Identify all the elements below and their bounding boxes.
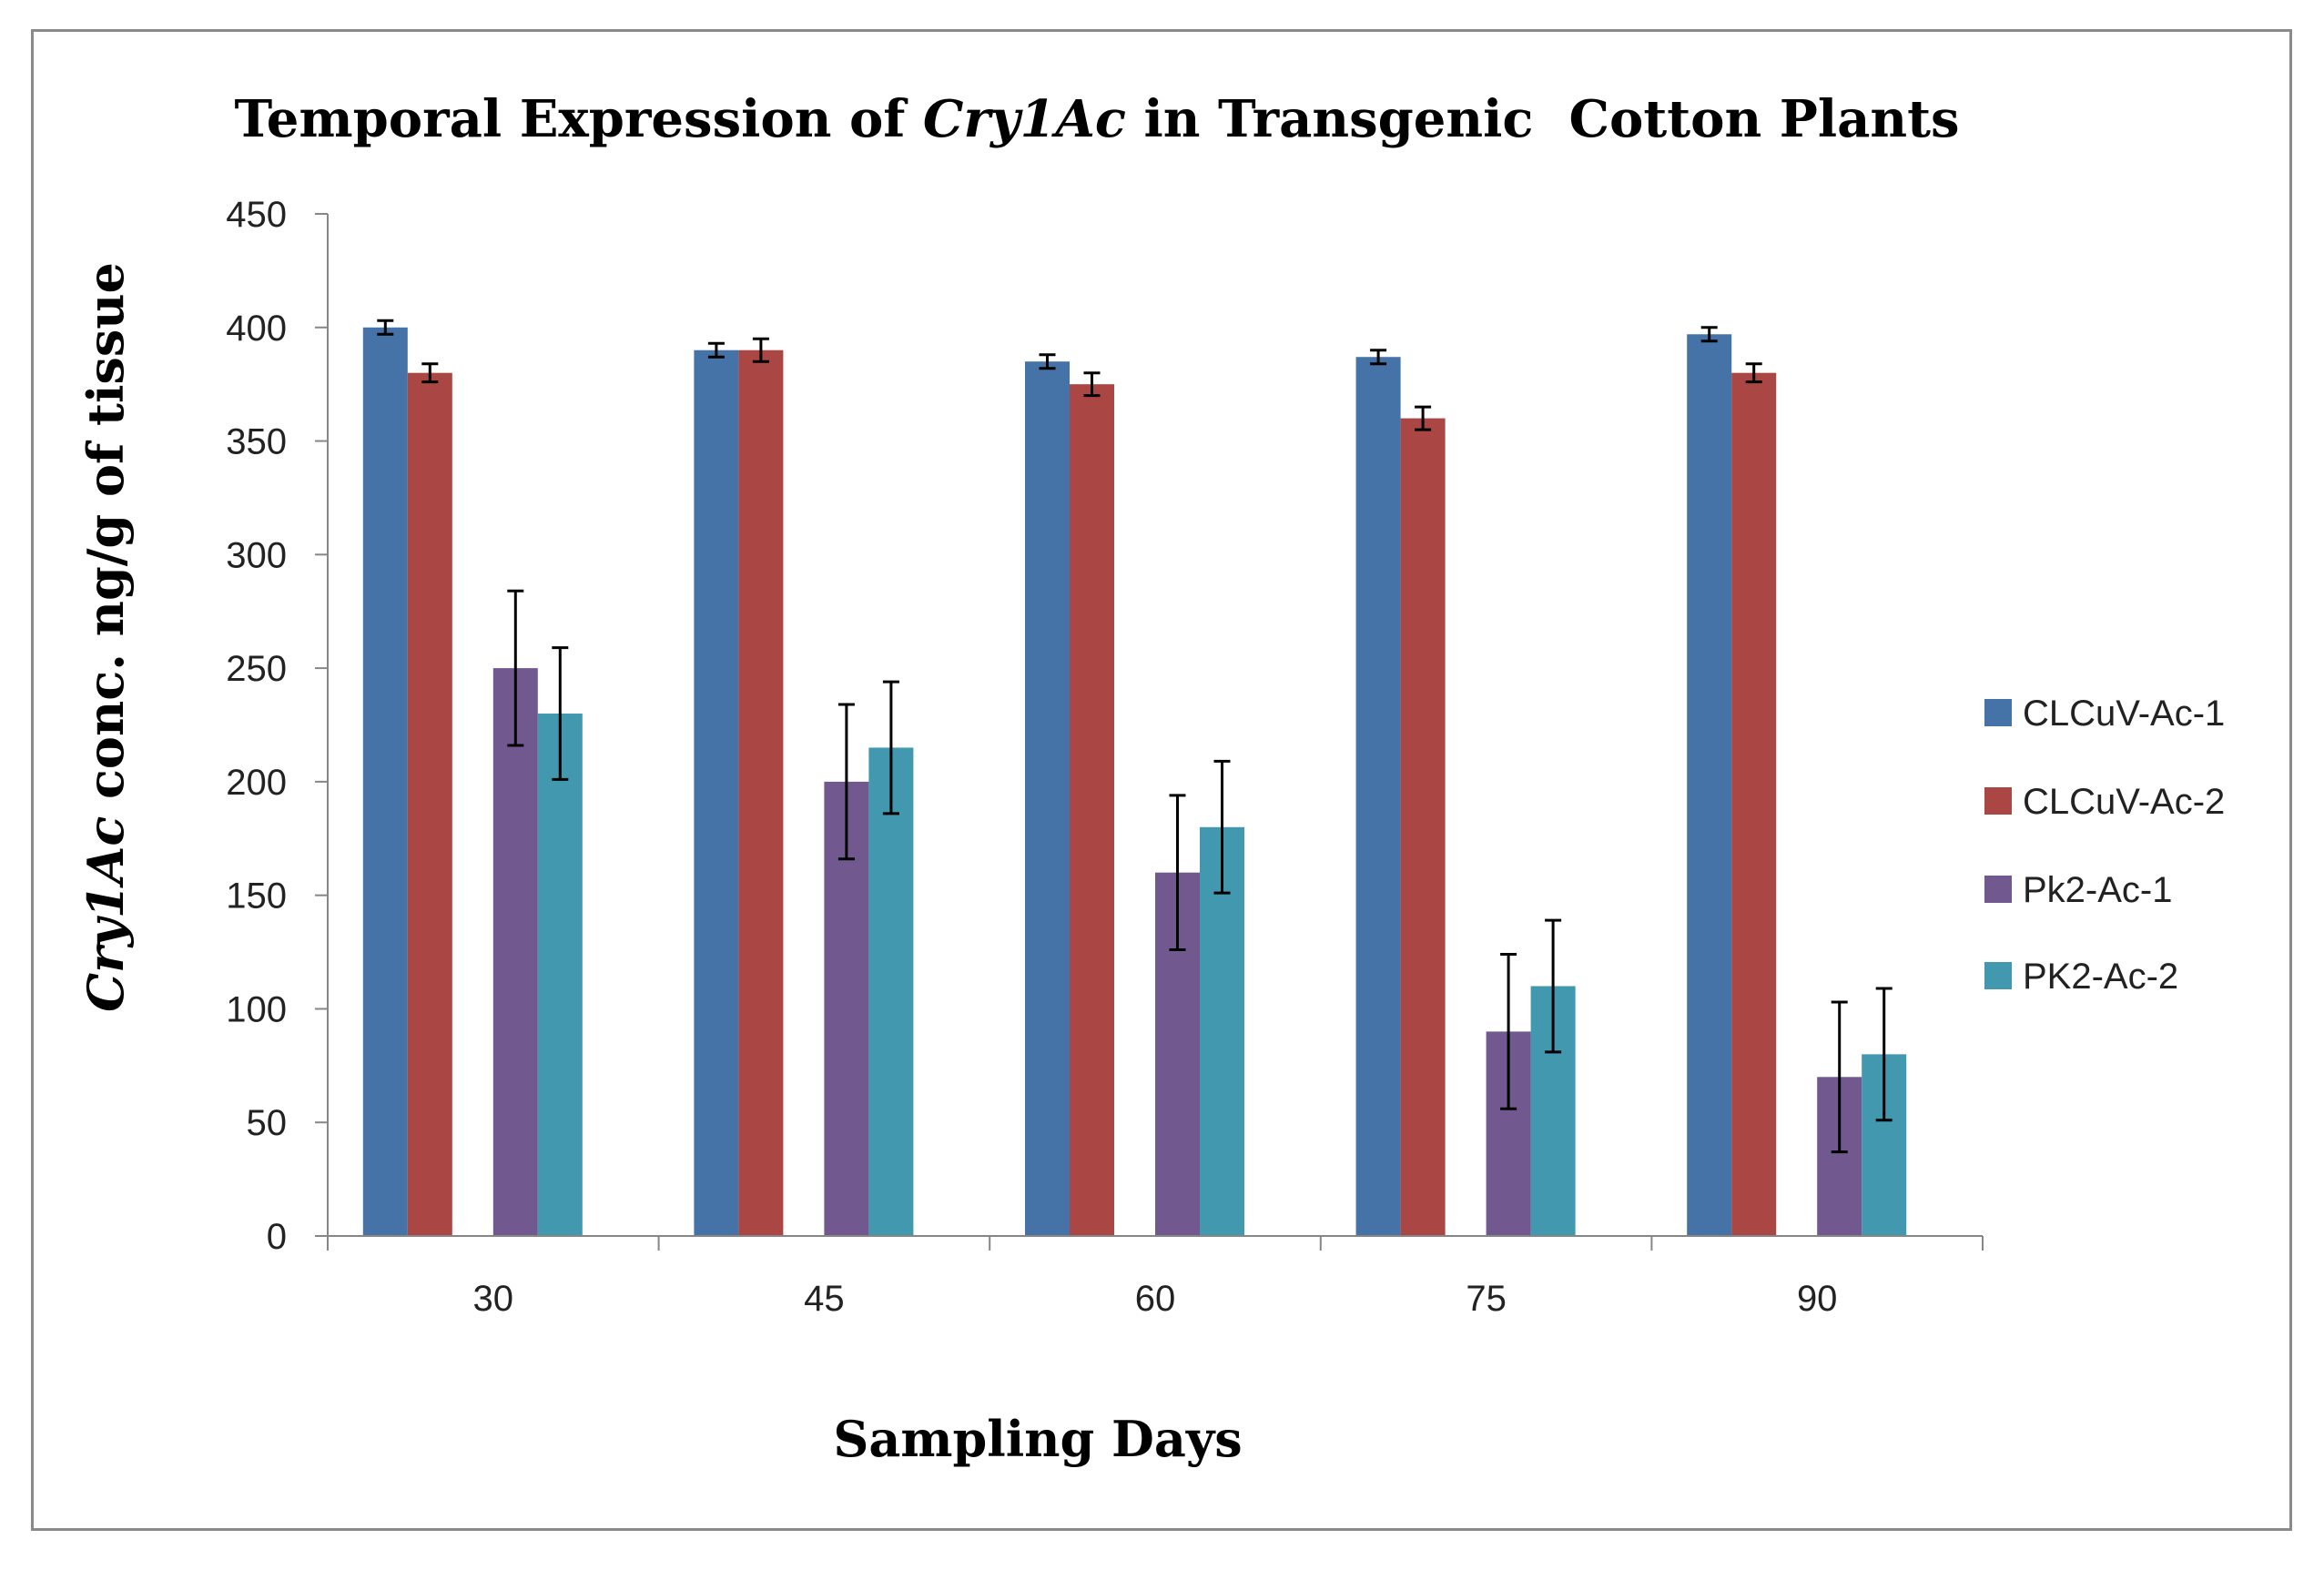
bar [1070,384,1114,1237]
x-axis-title: Sampling Days [833,1410,1242,1468]
x-tick-label: 30 [473,1279,514,1319]
bar [407,372,452,1236]
bar [694,349,739,1236]
legend-label: PK2-Ac-2 [2023,957,2178,997]
y-tick-label: 250 [226,649,287,689]
x-tick-label: 45 [804,1279,845,1319]
y-tick-label: 0 [267,1217,287,1257]
y-tick-label: 50 [247,1103,288,1143]
legend-swatch [1984,876,2012,903]
bar [1731,372,1777,1236]
bar [362,327,408,1236]
bar [1025,361,1070,1236]
legend-label: Pk2-Ac-1 [2023,870,2173,910]
y-tick-label: 100 [226,989,287,1029]
y-axis: 0 50 100 150 200 250 300 350 400 450 [226,195,329,1257]
bar [1687,334,1732,1237]
bar [1400,418,1446,1237]
bar-series [362,319,1907,1237]
bar [1355,357,1401,1237]
x-axis: 30 45 60 75 90 [327,1235,1984,1319]
y-tick-label: 150 [226,876,287,917]
bar [537,714,583,1236]
legend: CLCuV-Ac-1 CLCuV-Ac-2 Pk2-Ac-1 PK2-Ac-2 [1984,694,2225,997]
x-tick-label: 90 [1797,1279,1838,1319]
bar [1200,826,1244,1236]
bar [868,747,914,1236]
y-tick-label: 400 [226,309,287,349]
legend-swatch [1984,962,2012,989]
legend-swatch [1984,699,2012,726]
legend-swatch [1984,787,2012,815]
y-axis-title: Cry1Ac conc. ng/g of tissue [76,262,135,1012]
x-tick-label: 60 [1135,1279,1176,1319]
y-tick-label: 300 [226,535,287,575]
y-tick-label: 450 [226,195,287,235]
bar [492,668,538,1236]
bar [738,349,784,1236]
chart-title: Temporal Expression of Cry1Ac in Transge… [235,89,1960,149]
y-tick-label: 350 [226,422,287,462]
x-tick-label: 75 [1466,1279,1507,1319]
y-tick-label: 200 [226,763,287,803]
legend-label: CLCuV-Ac-2 [2023,782,2225,822]
legend-label: CLCuV-Ac-1 [2023,694,2225,734]
